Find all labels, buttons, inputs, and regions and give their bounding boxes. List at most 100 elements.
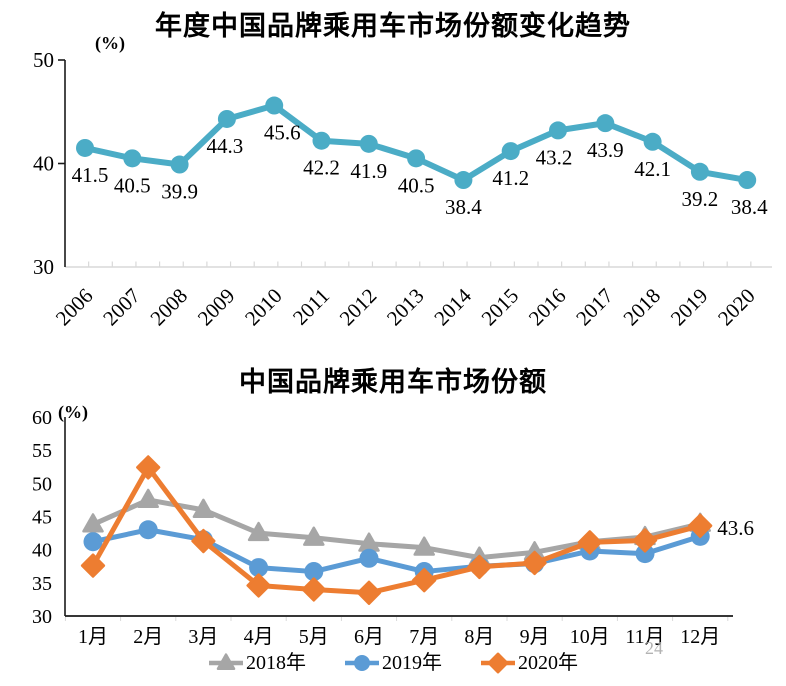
data-point-2018年	[303, 526, 325, 546]
y-axis-tick-label: 40	[33, 152, 54, 176]
x-axis-month-label: 7月	[409, 626, 439, 648]
x-axis-year-label: 2013	[382, 284, 429, 331]
annual-data-label: 41.2	[492, 166, 529, 190]
data-point-2019年	[635, 544, 655, 564]
data-point-2020年	[80, 553, 106, 578]
data-point-2018年	[137, 488, 159, 509]
y-axis-tick-label: 30	[32, 606, 52, 628]
data-point-2020年	[301, 577, 326, 602]
monthly-chart-legend: 2018年 2019年 2020年	[0, 650, 786, 676]
annual-data-point	[690, 162, 709, 181]
y-axis-tick-label: 50	[33, 48, 54, 72]
annual-data-point	[454, 171, 473, 190]
data-point-2018年	[192, 498, 215, 518]
x-axis-month-label: 4月	[244, 626, 274, 648]
data-point-2019年	[138, 520, 158, 540]
x-axis-month-label: 12月	[680, 626, 720, 648]
annual-data-point	[643, 132, 662, 151]
x-axis-month-label: 9月	[520, 626, 550, 648]
legend-label: 2020年	[518, 652, 578, 674]
annual-data-label: 40.5	[398, 173, 435, 197]
annual-data-label: 42.2	[303, 156, 340, 180]
legend-marker-triangle-icon	[209, 653, 243, 671]
data-point-2020年	[412, 568, 437, 593]
y-axis-tick-label: 45	[32, 507, 52, 529]
monthly-share-line-chart: 60 55 50 45 40 35 30 1月 2月 3月 4月 5月 6月 7月 8月 9月 10月 11月 12…	[32, 407, 754, 648]
data-point-2019年	[304, 562, 324, 582]
x-axis-month-label: 3月	[188, 626, 218, 648]
legend-item-2020年: 2020年	[480, 652, 578, 674]
y-axis-tick-label: 50	[32, 473, 52, 495]
annual-data-point	[217, 109, 236, 128]
x-axis-year-label: 2011	[288, 284, 334, 330]
annual-data-label: 42.1	[634, 157, 671, 181]
annual-data-label: 43.2	[536, 145, 573, 169]
x-axis-year-label: 2017	[571, 284, 618, 331]
annual-data-label: 44.3	[207, 134, 244, 158]
annual-data-point	[596, 114, 615, 133]
data-point-2020年	[356, 580, 382, 605]
x-axis-year-label: 2015	[477, 284, 524, 331]
data-point-2018年	[247, 521, 270, 542]
data-point-2020年	[191, 528, 216, 554]
annual-chart-title: 年度中国品牌乘用车市场份额变化趋势	[155, 11, 631, 41]
data-point-2020年	[246, 573, 271, 598]
annual-data-point	[312, 131, 331, 150]
legend-label: 2018年	[246, 652, 306, 674]
annual-data-point	[738, 171, 757, 190]
data-point-2018年	[413, 536, 435, 556]
y-axis-tick-label: 55	[32, 440, 52, 462]
x-axis-year-label: 2014	[429, 283, 476, 330]
data-point-2019年	[249, 558, 269, 578]
x-axis-year-label: 2016	[524, 284, 571, 331]
annual-data-point	[407, 149, 426, 168]
y-axis-tick-label: 35	[32, 573, 52, 595]
annual-data-label: 40.5	[114, 173, 151, 197]
x-axis-month-label: 5月	[299, 626, 329, 648]
legend-marker-circle-icon	[345, 655, 379, 671]
x-axis-year-label: 2019	[666, 284, 713, 331]
annual-data-label: 38.4	[731, 195, 768, 219]
legend-label: 2019年	[382, 652, 442, 674]
x-axis-year-label: 2018	[618, 284, 665, 331]
annual-data-point	[170, 155, 189, 174]
data-point-2018年	[82, 513, 104, 533]
annual-data-point	[123, 149, 142, 168]
legend-marker-diamond-icon	[481, 652, 515, 674]
x-axis-year-label: 2020	[713, 284, 760, 331]
x-axis-year-label: 2007	[98, 284, 145, 331]
x-axis-month-label: 8月	[464, 626, 494, 648]
data-point-2020年	[522, 550, 547, 576]
annual-data-point	[501, 142, 520, 161]
data-point-2019年	[83, 532, 103, 552]
x-axis-year-label: 2009	[193, 284, 240, 331]
annual-chart-unit-label: (%)	[95, 33, 125, 53]
annual-data-point	[359, 134, 378, 153]
annual-data-label: 41.9	[350, 159, 387, 183]
page-number: 24	[645, 638, 663, 658]
annual-data-label: 38.4	[445, 195, 482, 219]
y-axis-tick-label: 60	[32, 407, 52, 429]
x-axis-year-label: 2008	[145, 284, 192, 331]
legend-marker	[216, 653, 236, 671]
x-axis-month-label: 6月	[354, 626, 384, 648]
series-line-2020年	[90, 464, 703, 596]
annual-data-point	[76, 138, 94, 157]
x-axis-year-label: 2010	[240, 284, 287, 331]
data-point-2020年	[632, 528, 658, 553]
series-line-2018年	[90, 497, 703, 561]
data-point-2020年	[577, 530, 602, 555]
y-axis-tick-label: 40	[32, 540, 52, 562]
x-axis-year-label: 2006	[51, 284, 98, 331]
x-axis-year-label: 2012	[335, 284, 382, 331]
annual-data-label: 39.9	[161, 180, 198, 204]
data-point-2020年	[467, 554, 492, 580]
data-point-2020年	[688, 513, 713, 538]
x-axis-month-label: 10月	[570, 626, 610, 648]
monthly-chart-title: 中国品牌乘用车市场份额	[239, 367, 547, 397]
x-axis-month-label: 1月	[78, 626, 108, 648]
legend-item-2019年: 2019年	[344, 652, 442, 674]
